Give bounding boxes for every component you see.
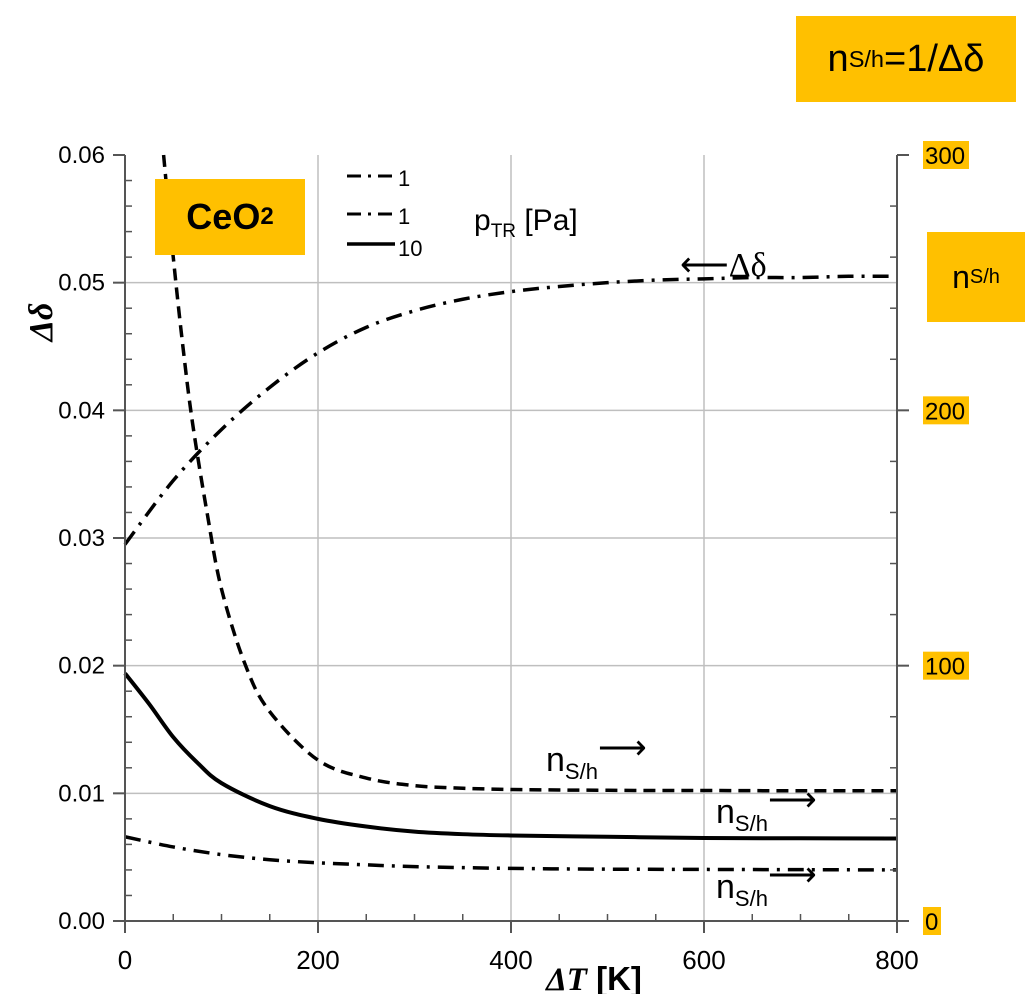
grid-lines: [125, 155, 897, 921]
series-line-2: [123, 672, 898, 841]
legend-label-10: 10: [398, 236, 422, 261]
formula-rest: =1/Δδ: [884, 37, 985, 80]
annotations: ⟵Δδ nS/h⟶ nS/h⟶ nS/h⟶: [546, 246, 817, 911]
tick-labels: 0.00 0.01 0.02 0.03 0.04 0.05 0.06 0 200 400 600 80…: [58, 141, 969, 975]
x-tick-label-3: 600: [682, 945, 725, 975]
x-tick-label-4: 800: [875, 945, 918, 975]
y-right-tick-label-bg-2: [923, 396, 969, 425]
x-tick-label-0: 0: [118, 945, 132, 975]
ticks: [113, 154, 909, 933]
curves: [123, 154, 898, 872]
ceo2-sub: 2: [260, 203, 274, 230]
y-right-tick-label-3: 300: [925, 143, 965, 170]
legend-label-1: 1: [398, 166, 410, 191]
series-line-3: [124, 835, 898, 872]
y-left-tick-label-0: 0.00: [58, 908, 105, 935]
annotation-delta-delta: ⟵Δδ: [680, 246, 767, 284]
y-right-tick-label-bg-0: [923, 907, 941, 935]
x-tick-label-1: 200: [296, 945, 339, 975]
right-axis-n: n: [952, 258, 970, 295]
ceo2-text: CeO: [186, 196, 261, 237]
ceo2-badge: CeO 2: [155, 179, 305, 255]
formula-n: n: [827, 37, 849, 80]
right-axis-sub: S/h: [969, 265, 1000, 288]
formula-sub: S/h: [848, 45, 885, 72]
y-right-tick-label-bg-3: [923, 141, 969, 169]
y-right-tick-label-1: 100: [925, 654, 965, 681]
y-right-tick-label-2: 200: [925, 398, 965, 425]
annotation-ns-1: nS/h⟶: [546, 729, 647, 784]
legend-title: pTR [Pa]: [474, 204, 578, 242]
formula-box: n S/h =1/Δδ: [796, 16, 1016, 102]
y-left-tick-label-3: 0.03: [58, 525, 105, 552]
y-left-tick-label-6: 0.06: [58, 142, 105, 169]
y-axis-title: Δδ: [23, 303, 60, 344]
x-axis-title: ΔT [K]: [544, 960, 642, 994]
y-left-tick-label-5: 0.05: [58, 270, 105, 297]
y-left-tick-label-4: 0.04: [58, 397, 105, 424]
right-axis-title-box: n S/h: [927, 232, 1025, 322]
legend: 1 1 10 pTR [Pa]: [347, 166, 578, 261]
y-right-tick-label-0: 0: [925, 909, 938, 936]
x-tick-label-2: 400: [489, 945, 532, 975]
series-line-1: [161, 154, 898, 793]
y-right-tick-label-bg-1: [923, 651, 969, 680]
y-left-tick-label-2: 0.02: [58, 653, 105, 680]
series-line-0: [123, 274, 898, 546]
annotation-ns-3: nS/h⟶: [716, 856, 817, 911]
annotation-ns-2: nS/h⟶: [716, 781, 817, 836]
y-left-tick-label-1: 0.01: [58, 780, 105, 807]
legend-label-2: 1: [398, 204, 410, 229]
